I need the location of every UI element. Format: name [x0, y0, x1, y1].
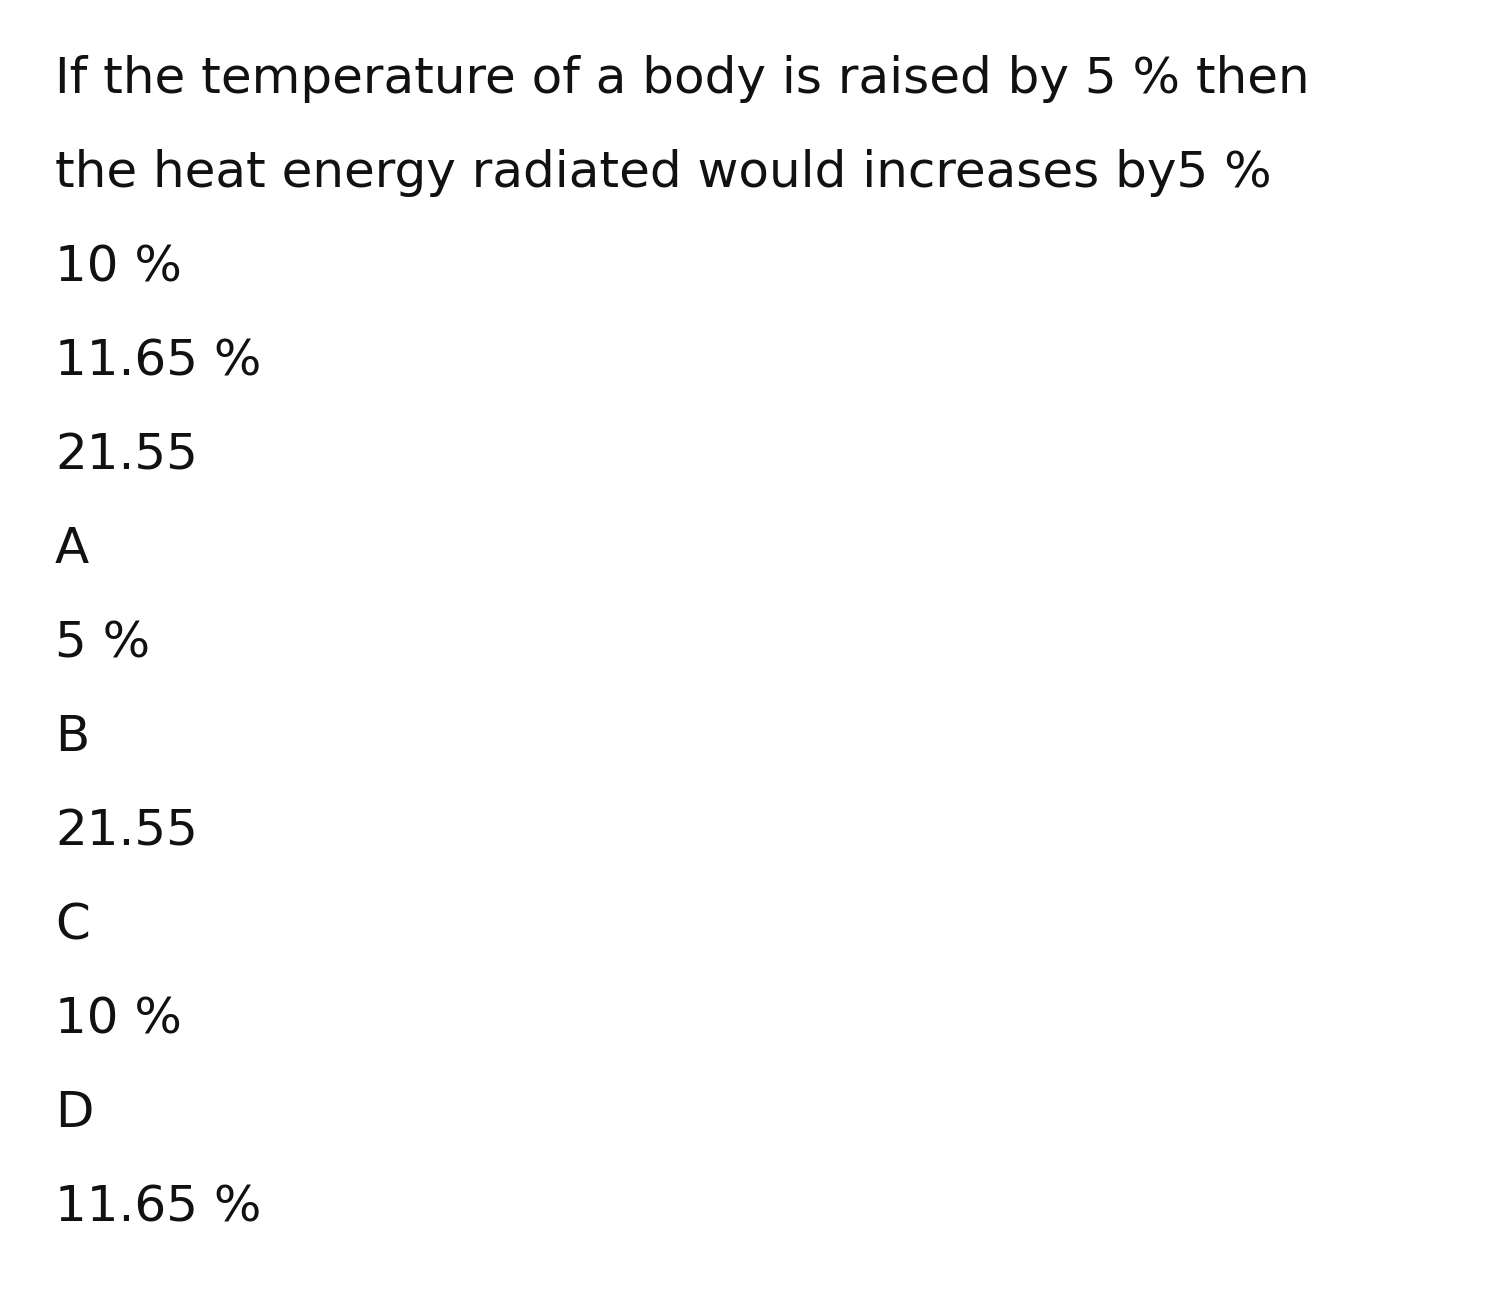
Text: 21.55: 21.55 — [56, 807, 198, 855]
Text: If the temperature of a body is raised by 5 % then: If the temperature of a body is raised b… — [56, 55, 1310, 103]
Text: B: B — [56, 713, 90, 762]
Text: 11.65 %: 11.65 % — [56, 336, 261, 385]
Text: C: C — [56, 901, 90, 949]
Text: A: A — [56, 526, 90, 572]
Text: 11.65 %: 11.65 % — [56, 1183, 261, 1231]
Text: 21.55: 21.55 — [56, 432, 198, 479]
Text: the heat energy radiated would increases by5 %: the heat energy radiated would increases… — [56, 149, 1272, 197]
Text: D: D — [56, 1089, 93, 1137]
Text: 10 %: 10 % — [56, 243, 182, 291]
Text: 10 %: 10 % — [56, 995, 182, 1043]
Text: 5 %: 5 % — [56, 619, 150, 668]
